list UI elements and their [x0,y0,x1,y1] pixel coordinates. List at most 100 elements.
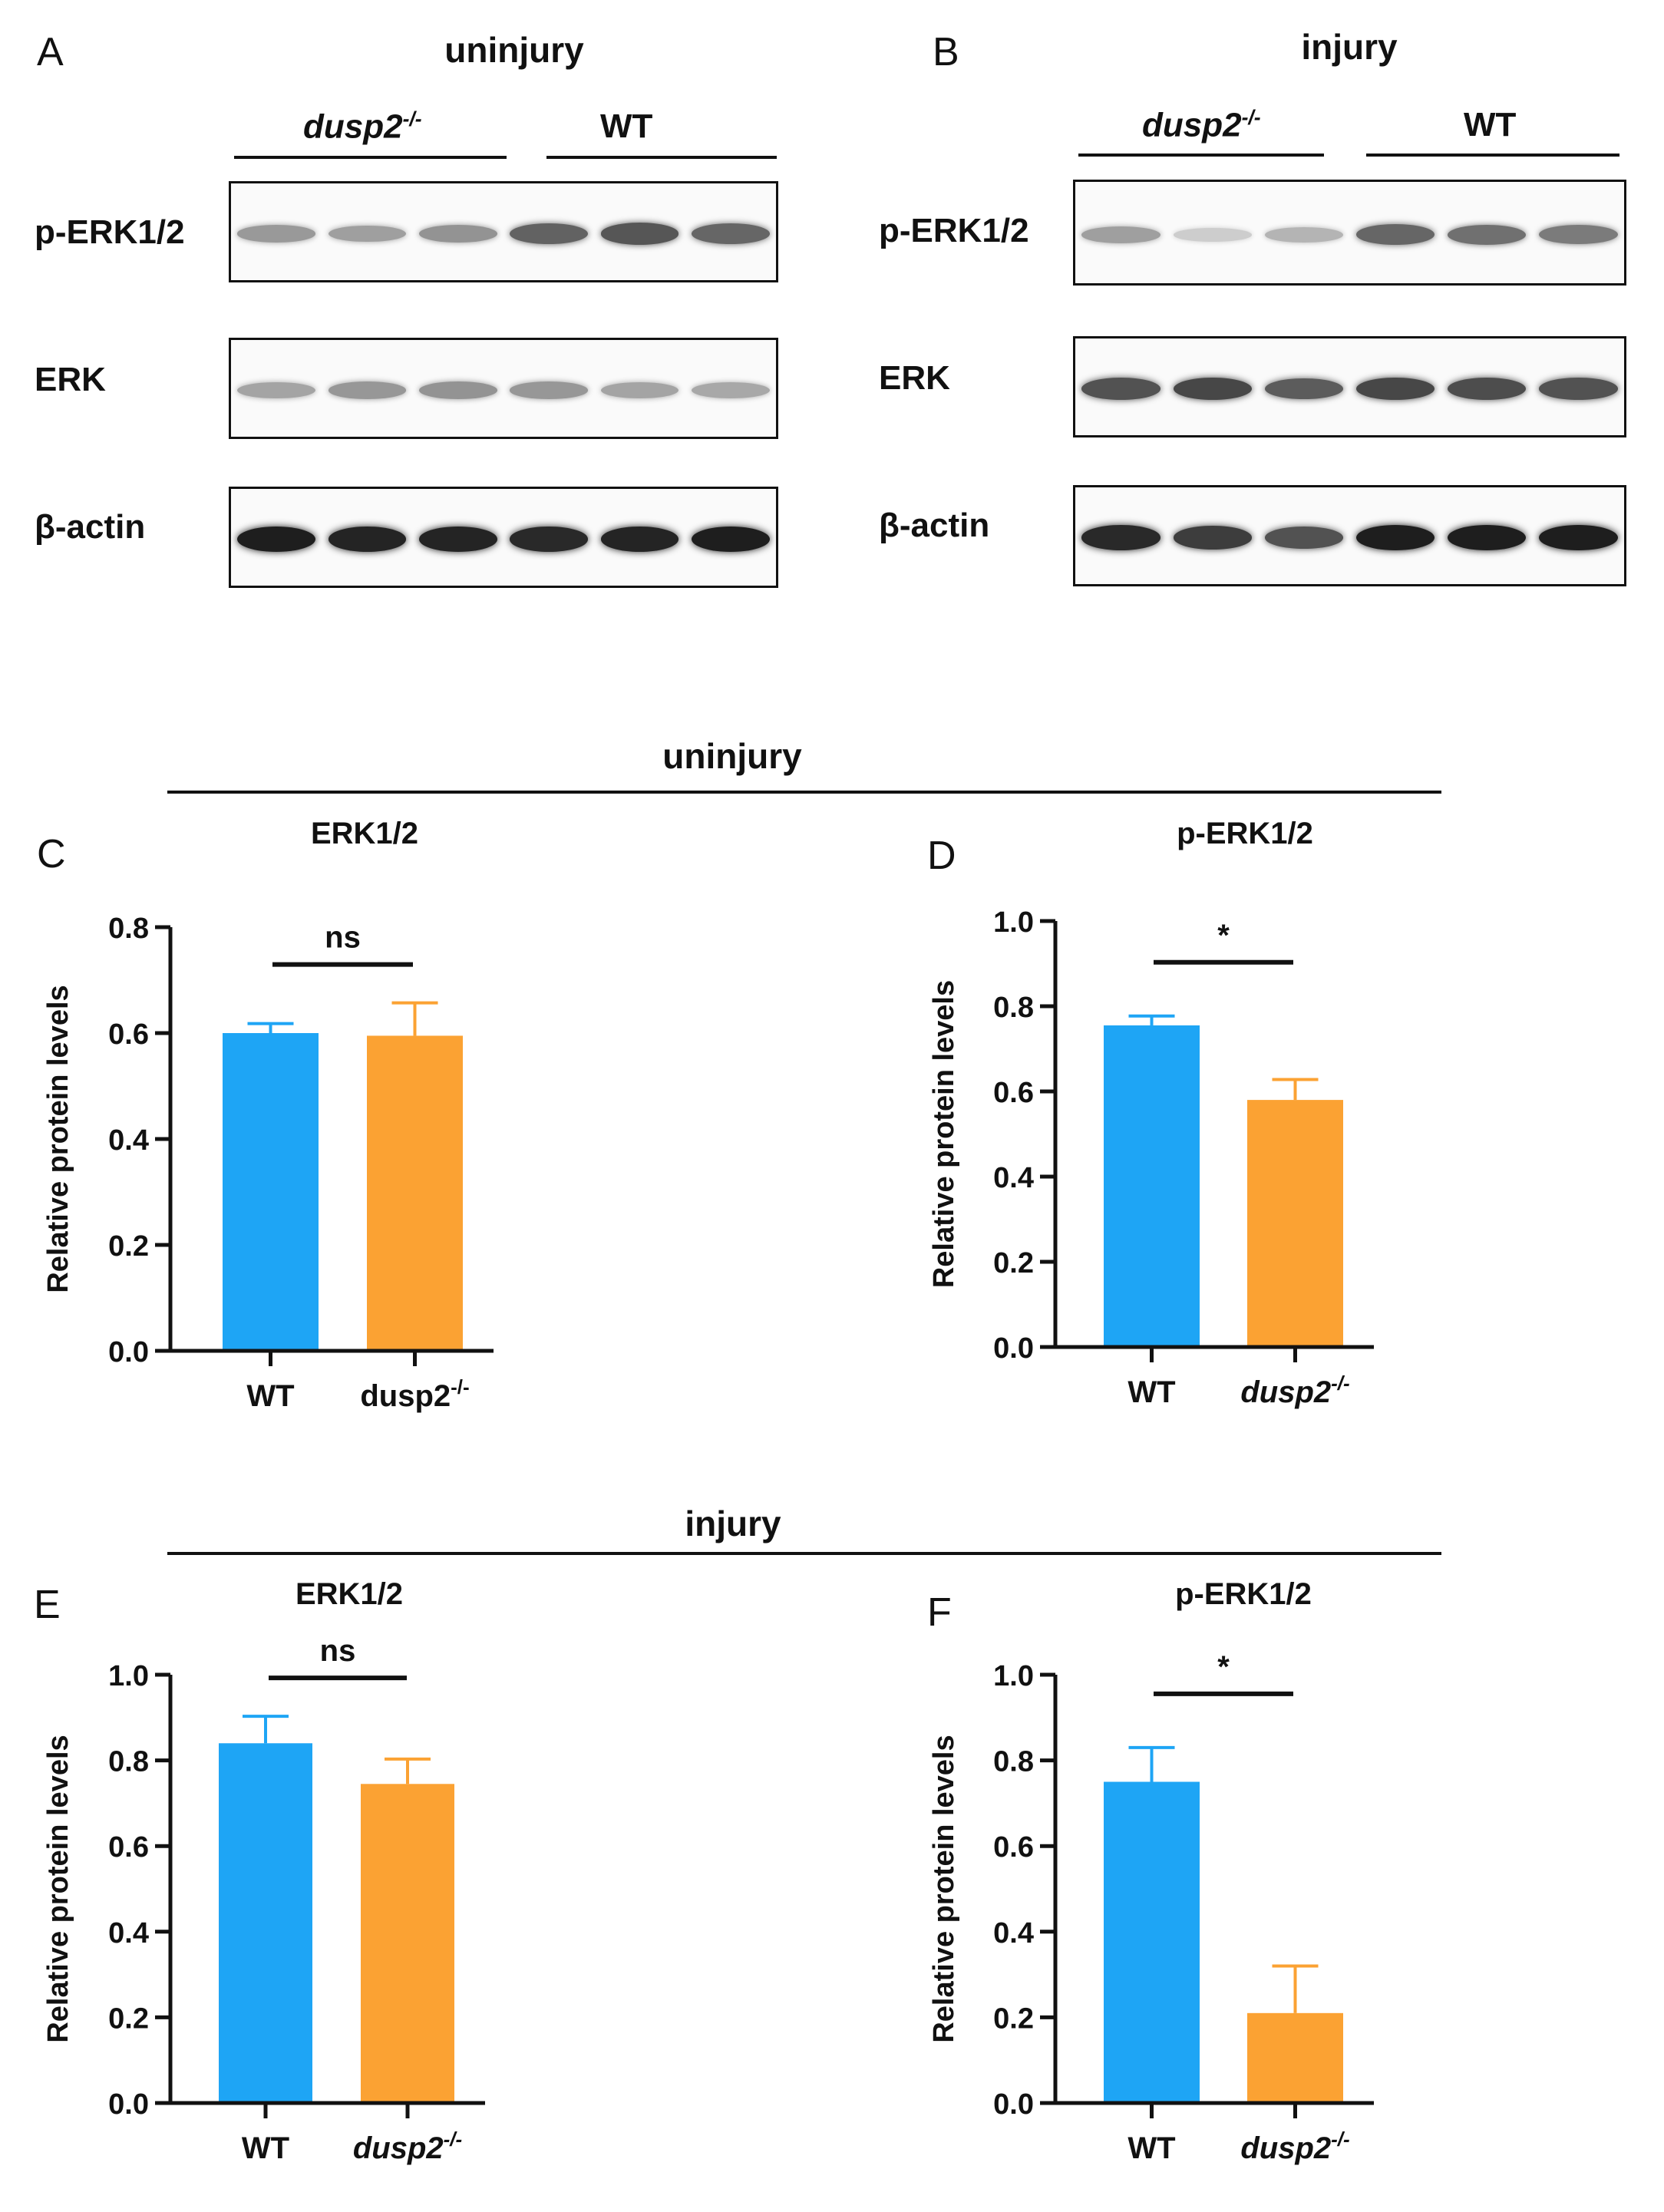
blot-band [1355,377,1435,401]
blot-band [418,381,497,399]
panel-b-row-label-perk: p-ERK1/2 [879,212,1029,249]
x-tick-label: dusp2-/- [1240,2128,1349,2165]
y-tick-label: 0.6 [993,1077,1034,1109]
blot-band [1355,224,1435,246]
blot-band [328,225,407,243]
significance-label: * [1217,1650,1230,1684]
blot-band [418,225,497,243]
y-axis-label: Relative protein levels [42,1735,74,2042]
x-tick-label: dusp2-/- [1240,1372,1349,1409]
panel-a-blot-actin [229,487,778,588]
blot-band [1081,525,1161,550]
panel-a-blot-erk [229,338,778,439]
blot-band [691,526,770,553]
section-line-injury [167,1552,1441,1555]
panel-a-row-label-erk: ERK [35,361,106,398]
x-tick-label: WT [1127,2131,1175,2165]
y-tick-label: 0.0 [993,1332,1034,1365]
blot-band [1448,378,1527,400]
blot-band [237,225,316,243]
blot-band [328,381,407,399]
y-tick-label: 1.0 [993,1660,1034,1692]
panel-b-blot-erk [1073,336,1626,437]
chart-title: ERK1/2 [295,1577,403,1611]
blot-band [1264,226,1344,243]
blot-band [1081,378,1161,400]
panel-b-row-label-erk: ERK [879,359,950,397]
panel-b-blot-actin [1073,485,1626,586]
blot-band [600,381,679,399]
blot-band [1173,526,1252,550]
bar-wt [223,1033,319,1351]
y-tick-label: 0.6 [108,1831,149,1864]
blot-band [1264,527,1344,549]
y-tick-label: 0.8 [993,1746,1034,1778]
panel-a-group-wt-line [546,156,777,159]
y-tick-label: 0.8 [108,1746,149,1778]
y-tick-label: 0.2 [993,2002,1034,2035]
blot-band [600,527,679,552]
panel-a-condition-title: uninjury [444,30,584,70]
x-tick-label: WT [242,2131,289,2165]
chart-e: E ERK1/2 Relative protein levels 0.0 0.2 0.4 0… [34,1577,485,2165]
x-tick-label: WT [1127,1375,1175,1409]
panel-b-group-wt-line [1366,154,1619,157]
blot-band [1264,378,1344,400]
panel-a-group-wt-label: WT [600,107,653,145]
y-axis-label: Relative protein levels [928,980,960,1288]
blot-band [418,527,497,552]
y-tick-label: 0.2 [993,1247,1034,1279]
blot-band [510,381,589,399]
panel-a-row-label-perk: p-ERK1/2 [35,213,185,251]
panel-a-group-dusp2-line [234,156,507,159]
y-tick-label: 0.0 [108,1336,149,1368]
significance-label: * [1217,919,1230,952]
blot-band [600,223,679,245]
blot-band [237,381,316,399]
blot-band [1081,226,1161,243]
panel-b-blot-perk [1073,180,1626,286]
panel-a-blot-perk [229,181,778,282]
y-tick-label: 0.4 [993,1162,1034,1194]
x-tick-label: WT [246,1379,294,1413]
bar-wt [1104,1781,1200,2103]
bar-dusp2 [1247,2012,1343,2103]
bar-dusp2 [1247,1100,1343,1347]
y-axis-label: Relative protein levels [928,1735,960,2042]
section-title-injury: injury [685,1504,781,1543]
significance-label: ns [320,1634,356,1668]
panel-a-row-label-actin: β-actin [35,508,146,546]
panel-letter-f: F [927,1590,952,1635]
blot-band [1173,227,1252,242]
chart-title: ERK1/2 [311,817,418,850]
chart-title: p-ERK1/2 [1175,1577,1312,1611]
y-tick-label: 0.4 [108,1917,149,1950]
panel-a-group-dusp2-label: dusp2-/- [303,107,422,146]
panel-b-condition-title: injury [1301,27,1398,67]
blot-band [510,527,589,552]
bar-dusp2 [367,1035,463,1351]
chart-title: p-ERK1/2 [1177,817,1313,850]
blot-band [1539,378,1618,400]
section-line-uninjury [167,791,1441,794]
bar-dusp2 [361,1784,454,2103]
blot-band [691,382,770,399]
panel-letter-c: C [37,832,66,877]
panel-letter-a: A [37,30,64,74]
bar-wt [1104,1025,1200,1347]
y-tick-label: 0.2 [108,1230,149,1263]
y-tick-label: 1.0 [108,1660,149,1692]
blot-band [237,526,316,553]
blot-band [691,223,770,244]
y-tick-label: 0.2 [108,2002,149,2035]
y-tick-label: 0.8 [108,913,149,945]
y-tick-label: 0.6 [108,1019,149,1051]
x-tick-label: dusp2-/- [353,2128,462,2165]
bar-wt [219,1743,312,2103]
y-axis-label: Relative protein levels [42,985,74,1293]
section-title-uninjury: uninjury [662,736,802,776]
panel-letter-e: E [34,1583,61,1627]
